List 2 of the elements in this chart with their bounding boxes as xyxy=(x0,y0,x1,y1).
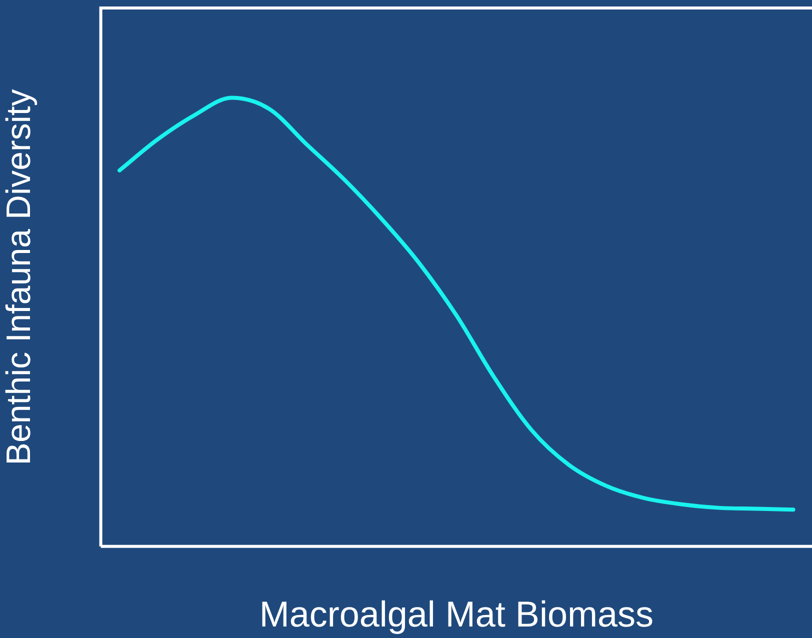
x-axis-title: Macroalgal Mat Biomass xyxy=(259,593,654,634)
y-axis-title: Benthic Infauna Diversity xyxy=(0,89,38,466)
